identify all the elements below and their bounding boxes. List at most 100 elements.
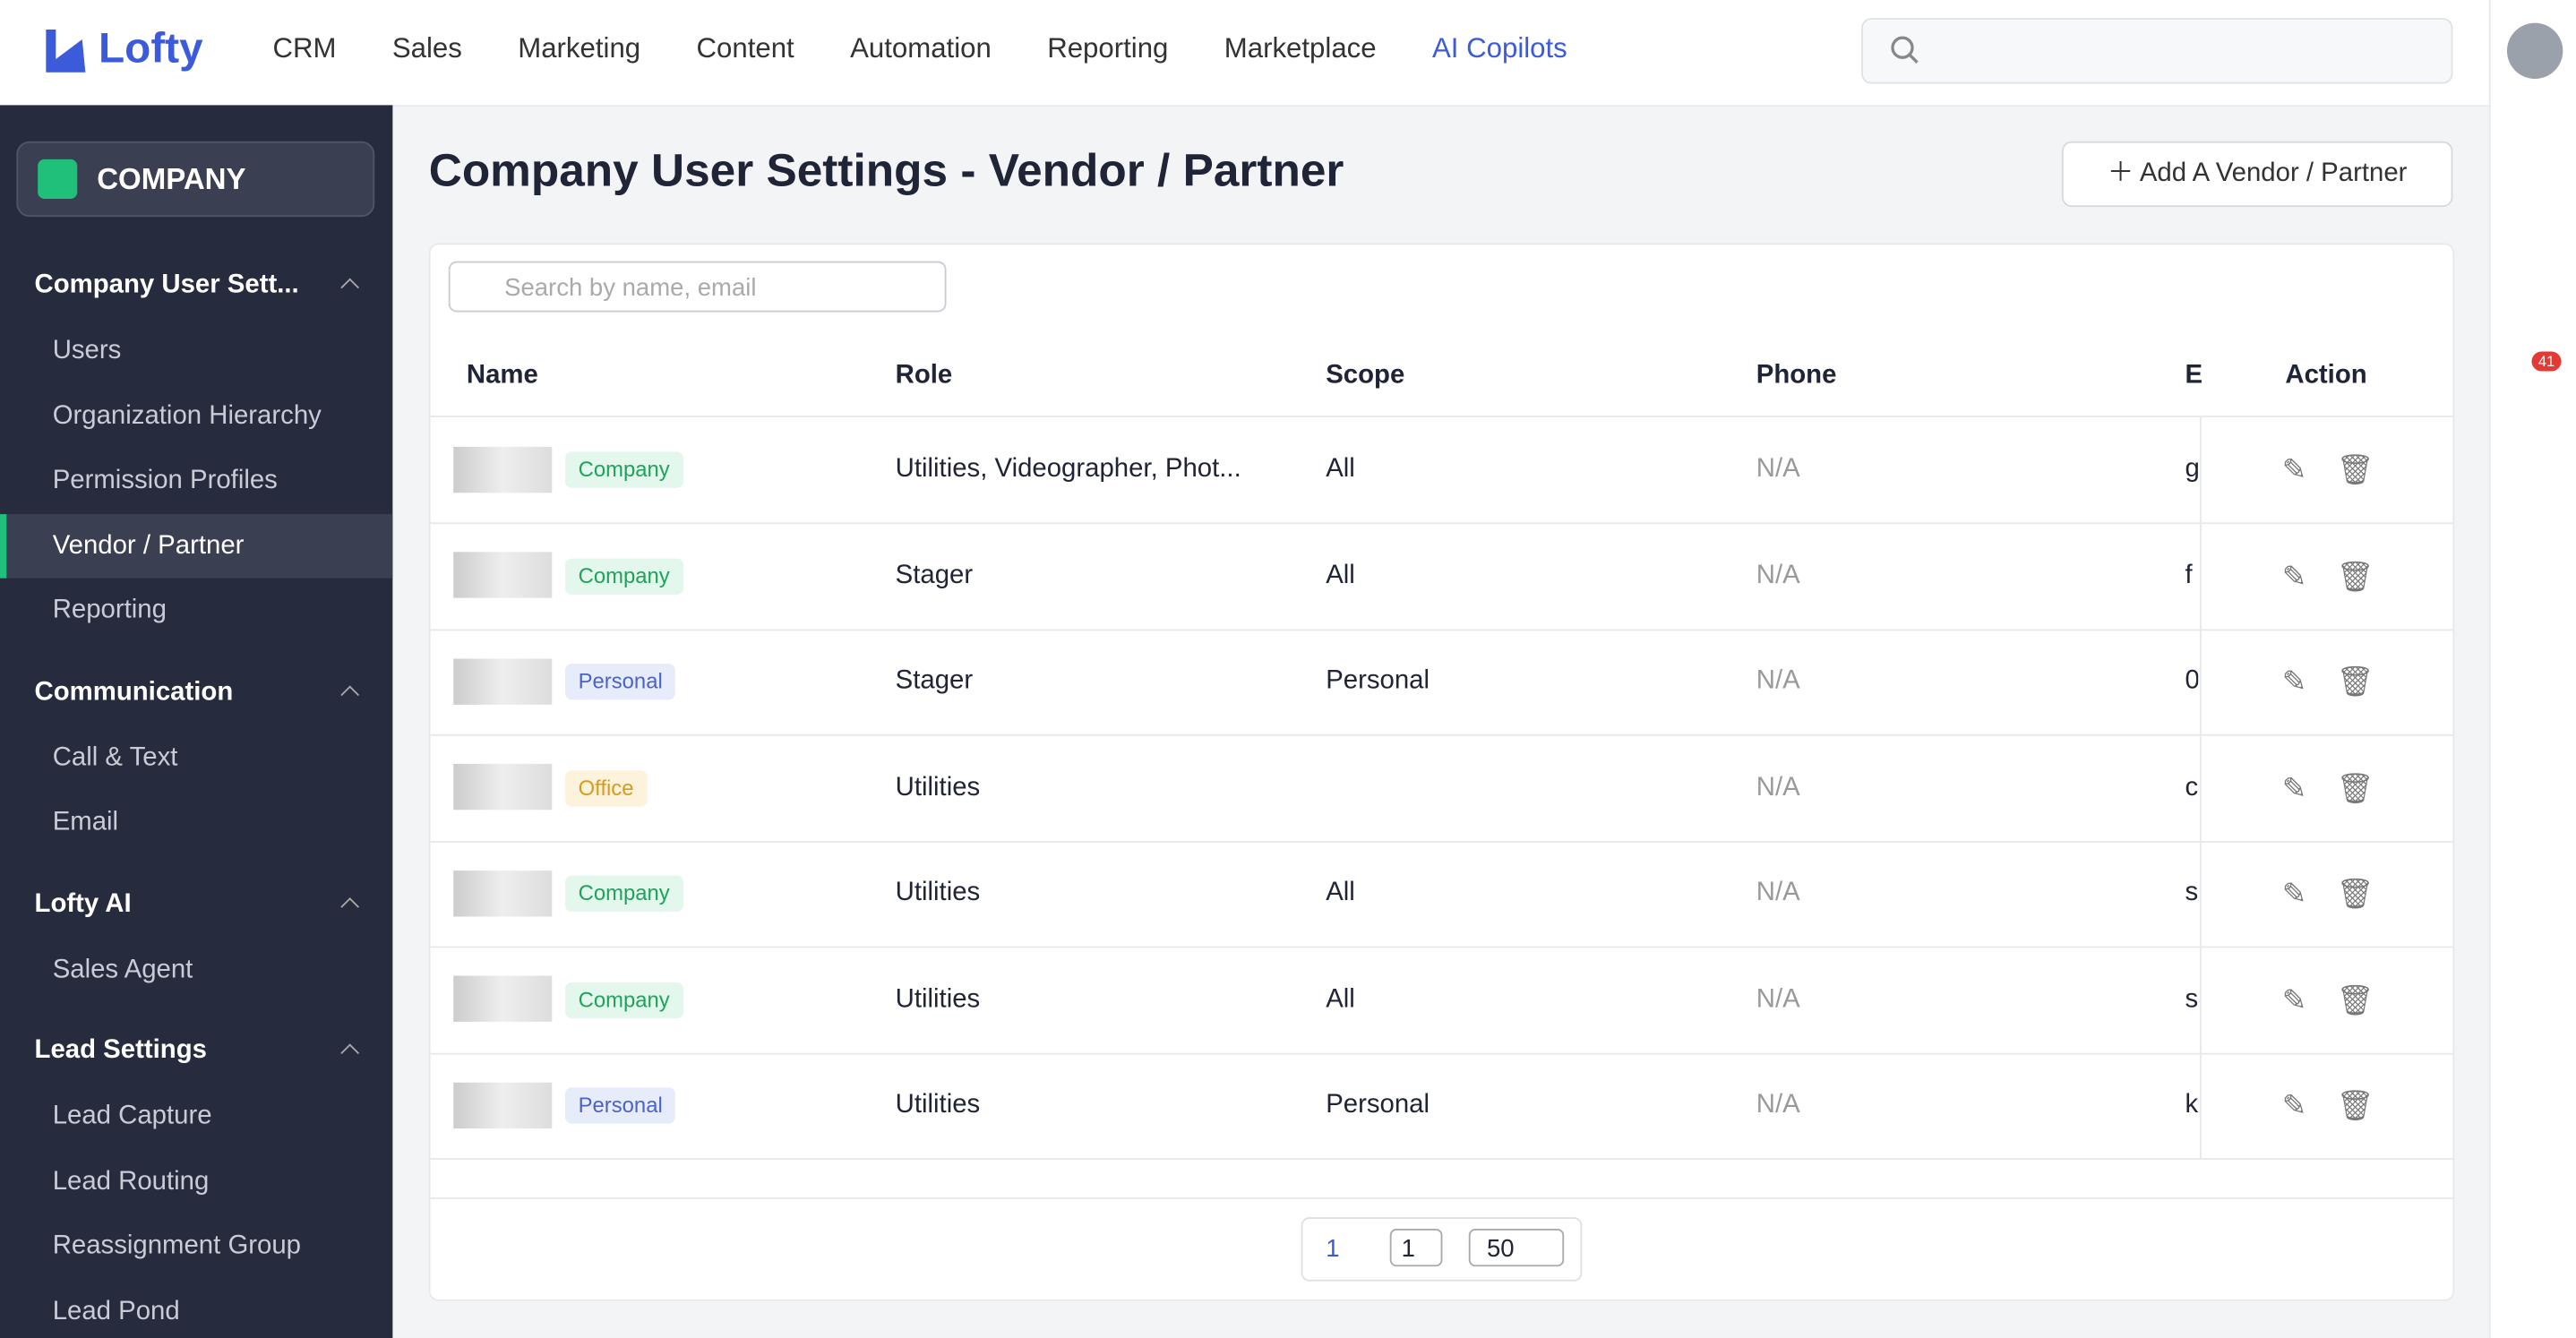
company-icon xyxy=(38,159,78,199)
nav-item[interactable]: CRM xyxy=(272,32,337,64)
add-button[interactable]: ＋ Add A Vendor / Partner xyxy=(2061,141,2453,208)
badge: 41 xyxy=(2531,351,2562,372)
actions: ✎ 🗑 xyxy=(2199,947,2452,1052)
menu-item[interactable]: Lead Routing xyxy=(52,1167,210,1196)
name-redacted xyxy=(453,552,553,599)
actions: ✎ 🗑 xyxy=(2199,841,2452,947)
menu-group[interactable]: Lead Settings xyxy=(0,1018,392,1084)
edit-icon[interactable]: ✎ xyxy=(2281,453,2307,486)
menu-item[interactable]: Vendor / Partner xyxy=(0,513,393,579)
nav-item[interactable]: Marketing xyxy=(518,32,641,64)
nav-ai[interactable]: AI Copilots xyxy=(1431,32,1567,64)
name-redacted xyxy=(453,976,553,1023)
global-search[interactable] xyxy=(1861,18,2453,84)
delete-icon[interactable]: 🗑 xyxy=(2336,877,2374,911)
menu-item[interactable]: Reporting xyxy=(52,596,167,624)
edit-icon[interactable]: ✎ xyxy=(2281,559,2307,593)
actions: ✎ 🗑 xyxy=(2199,416,2452,523)
pager: 1 1 50 xyxy=(1301,1217,1583,1282)
edit-icon[interactable]: ✎ xyxy=(2281,771,2307,804)
column-header: Role xyxy=(895,361,953,390)
table-row: Office Utilities N/A c ✎ 🗑 xyxy=(430,734,2453,843)
edit-icon[interactable]: ✎ xyxy=(2281,1089,2307,1122)
menu-item[interactable]: Organization Hierarchy xyxy=(52,401,322,430)
right-rail: 41 xyxy=(2488,0,2576,1338)
email: s xyxy=(2185,984,2199,1013)
edit-icon[interactable]: ✎ xyxy=(2281,982,2307,1016)
company-switch[interactable]: COMPANY xyxy=(16,141,375,218)
phone: N/A xyxy=(1756,984,1800,1013)
role: Utilities xyxy=(895,879,981,907)
name-cell: Office xyxy=(431,735,648,840)
nav-item[interactable]: Content xyxy=(696,32,794,64)
company-label: COMPANY xyxy=(97,162,246,196)
scope: All xyxy=(1326,561,1355,589)
nav-item[interactable]: Sales xyxy=(391,32,462,64)
table-row: Company Utilities, Videographer, Phot... A… xyxy=(430,416,2453,525)
tag: Company xyxy=(564,451,683,488)
menu-item[interactable]: Users xyxy=(52,337,122,365)
tag: Company xyxy=(564,875,683,912)
menu: Company User Sett... Users Organization Hi… xyxy=(0,253,393,1338)
role: Utilities, Videographer, Phot... xyxy=(895,455,1241,484)
delete-icon[interactable]: 🗑 xyxy=(2336,771,2374,804)
email: s xyxy=(2185,879,2199,907)
scope: All xyxy=(1326,455,1355,484)
menu-item[interactable]: Email xyxy=(52,808,119,836)
email: g xyxy=(2185,417,2198,522)
name-cell: Company xyxy=(431,523,683,628)
table-card: Search by name, email Name Role Scope Phone… xyxy=(428,243,2455,1301)
table-search[interactable]: Search by name, email xyxy=(448,261,947,313)
menu-group[interactable]: Lofty AI xyxy=(0,871,392,937)
scope: All xyxy=(1326,984,1355,1013)
edit-icon[interactable]: ✎ xyxy=(2281,665,2307,699)
menu-item[interactable]: Sales Agent xyxy=(52,955,193,983)
column-header: Phone xyxy=(1756,361,1837,390)
role: Utilities xyxy=(895,1090,981,1119)
menu-item[interactable]: Permission Profiles xyxy=(52,466,278,495)
role: Stager xyxy=(895,666,974,695)
scope: Personal xyxy=(1326,1090,1430,1119)
top-bar: Lofty CRM Sales Marketing Content Automation… xyxy=(0,0,2489,107)
tag: Personal xyxy=(564,1087,676,1124)
phone: N/A xyxy=(1756,666,1800,695)
menu-group[interactable]: Communication xyxy=(0,659,392,725)
name-redacted xyxy=(453,870,553,917)
phone: N/A xyxy=(1756,1090,1800,1119)
scope: All xyxy=(1326,879,1355,907)
column-header: Name xyxy=(466,361,538,390)
page-size[interactable]: 50 xyxy=(1468,1228,1565,1267)
pagination: 1 1 50 xyxy=(430,1197,2453,1299)
nav-item[interactable]: Reporting xyxy=(1047,32,1169,64)
actions: ✎ 🗑 xyxy=(2199,523,2452,629)
menu-item[interactable]: Reassignment Group xyxy=(52,1231,302,1260)
current-page[interactable]: 1 xyxy=(1326,1235,1340,1264)
edit-icon[interactable]: ✎ xyxy=(2281,877,2307,911)
column-header: Action xyxy=(2285,361,2367,390)
role: Utilities xyxy=(895,984,981,1013)
menu-item[interactable]: Lead Pond xyxy=(52,1297,180,1325)
phone: N/A xyxy=(1756,561,1800,589)
delete-icon[interactable]: 🗑 xyxy=(2336,453,2374,486)
actions: ✎ 🗑 xyxy=(2199,734,2452,841)
email: f xyxy=(2185,561,2193,589)
tag: Company xyxy=(564,981,683,1018)
delete-icon[interactable]: 🗑 xyxy=(2336,982,2374,1016)
nav-item[interactable]: Marketplace xyxy=(1224,32,1377,64)
name-cell: Company xyxy=(431,947,683,1051)
menu-item[interactable]: Lead Capture xyxy=(52,1102,212,1130)
avatar[interactable] xyxy=(2506,22,2563,80)
delete-icon[interactable]: 🗑 xyxy=(2336,559,2374,593)
phone: N/A xyxy=(1756,772,1800,802)
delete-icon[interactable]: 🗑 xyxy=(2336,1089,2374,1122)
menu-group[interactable]: Company User Sett... xyxy=(0,253,392,318)
menu-item[interactable]: Call & Text xyxy=(52,742,178,772)
nav-item[interactable]: Automation xyxy=(850,32,992,64)
delete-icon[interactable]: 🗑 xyxy=(2336,665,2374,699)
logo[interactable]: Lofty xyxy=(99,22,203,73)
name-redacted xyxy=(453,1082,553,1128)
role: Stager xyxy=(895,561,974,589)
page-input[interactable]: 1 xyxy=(1389,1228,1443,1267)
